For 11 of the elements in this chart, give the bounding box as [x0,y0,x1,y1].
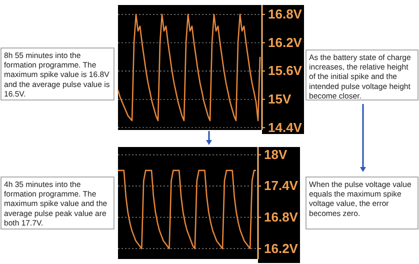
y-tick-label: 16.2V [264,240,298,256]
y-tick-label: 16.8V [268,6,302,22]
y-tick-label: 15.6V [268,63,302,78]
y-tick-label: 16.8V [264,209,298,224]
y-tick-label: 14.4V [268,120,302,135]
y-tick-label: 17.4V [264,178,298,194]
y-tick-label: 18V [264,146,288,162]
line-series [117,170,257,250]
y-tick-label: 15V [268,92,292,106]
y-tick-label: 16.2V [268,34,302,50]
line-series [117,14,261,122]
